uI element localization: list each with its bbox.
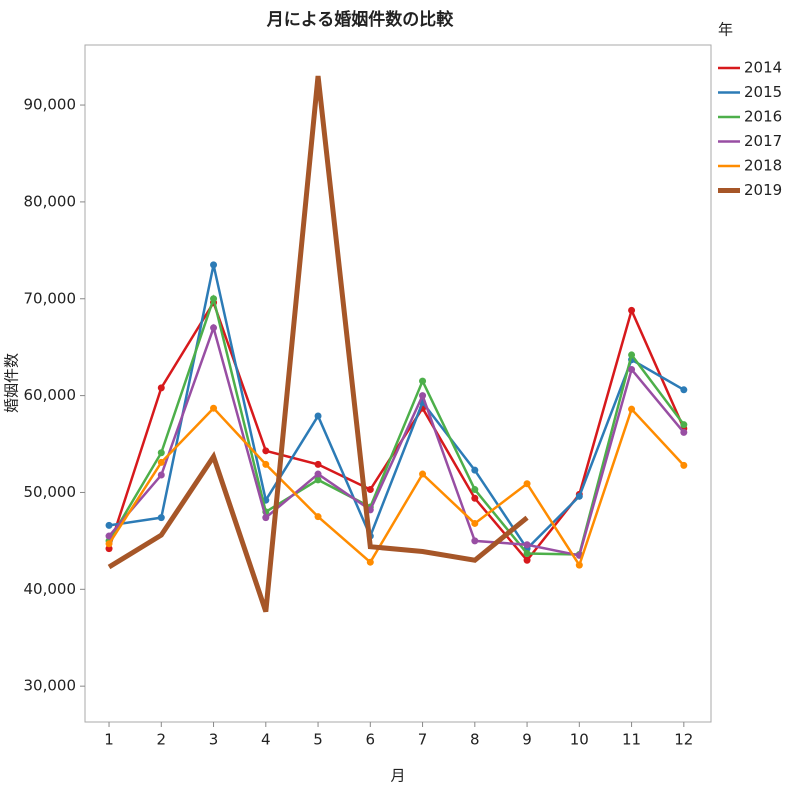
- x-tick-label: 1: [104, 731, 114, 749]
- plot-frame: [84, 44, 712, 723]
- point: [471, 466, 479, 474]
- point: [628, 405, 636, 413]
- legend-label: 2019: [744, 181, 782, 199]
- chart-title: 月による婚姻件数の比較: [266, 9, 454, 30]
- x-tick-label: 2: [157, 731, 167, 749]
- series-line: [107, 406, 685, 568]
- point: [210, 261, 218, 269]
- point: [210, 295, 218, 303]
- series-line: [108, 264, 685, 551]
- x-tick-label: 12: [674, 731, 693, 749]
- point: [366, 486, 374, 494]
- point: [105, 545, 113, 553]
- point: [523, 480, 531, 488]
- point: [105, 521, 113, 529]
- legend-label: 2017: [744, 132, 782, 150]
- point: [680, 421, 688, 429]
- point: [628, 351, 636, 359]
- point: [366, 558, 374, 566]
- point: [105, 532, 113, 540]
- point: [419, 470, 427, 478]
- point: [419, 392, 427, 400]
- point: [523, 549, 531, 557]
- y-tick-label: 60,000: [24, 386, 77, 404]
- point: [314, 460, 322, 468]
- point: [575, 561, 583, 569]
- point: [680, 386, 688, 394]
- point: [471, 519, 479, 527]
- point: [262, 514, 270, 522]
- legend-label: 2016: [744, 108, 782, 126]
- x-tick-label: 6: [366, 731, 376, 749]
- point: [262, 447, 270, 455]
- point: [523, 556, 531, 564]
- x-tick-label: 3: [209, 731, 219, 749]
- x-tick-label: 8: [470, 731, 480, 749]
- series-line: [107, 75, 529, 613]
- point: [157, 449, 165, 457]
- point: [314, 470, 322, 478]
- y-tick-label: 80,000: [24, 192, 77, 210]
- legend-label: 2015: [744, 83, 782, 101]
- x-tick-label: 10: [570, 731, 589, 749]
- series-line: [107, 299, 685, 563]
- point: [210, 324, 218, 332]
- x-tick-label: 9: [522, 731, 532, 749]
- point: [680, 428, 688, 436]
- point: [628, 306, 636, 314]
- series-line: [108, 323, 685, 557]
- legend-label: 2014: [744, 59, 782, 77]
- y-tick-label: 30,000: [24, 677, 77, 695]
- y-tick-label: 40,000: [24, 580, 77, 598]
- point: [523, 541, 531, 549]
- x-tick-label: 11: [622, 731, 641, 749]
- y-tick-label: 90,000: [24, 96, 77, 114]
- point: [314, 513, 322, 521]
- point: [628, 365, 636, 373]
- point: [262, 460, 270, 468]
- point: [157, 514, 165, 522]
- point: [680, 461, 688, 469]
- point: [419, 377, 427, 385]
- y-axis-label: 婚姻件数: [3, 353, 21, 413]
- y-tick-label: 50,000: [24, 483, 77, 501]
- legend-label: 2018: [744, 157, 782, 175]
- point: [105, 540, 113, 548]
- x-tick-label: 5: [313, 731, 323, 749]
- x-tick-label: 4: [261, 731, 271, 749]
- y-tick-label: 70,000: [24, 289, 77, 307]
- point: [471, 494, 479, 502]
- point: [314, 412, 322, 420]
- point: [471, 537, 479, 545]
- legend-title: 年: [718, 21, 733, 39]
- point: [157, 384, 165, 392]
- point: [314, 476, 322, 484]
- x-tick-label: 7: [418, 731, 428, 749]
- point: [471, 486, 479, 494]
- point: [157, 458, 165, 466]
- point: [210, 404, 218, 412]
- point: [157, 471, 165, 479]
- point: [575, 492, 583, 500]
- x-axis-label: 月: [390, 767, 405, 785]
